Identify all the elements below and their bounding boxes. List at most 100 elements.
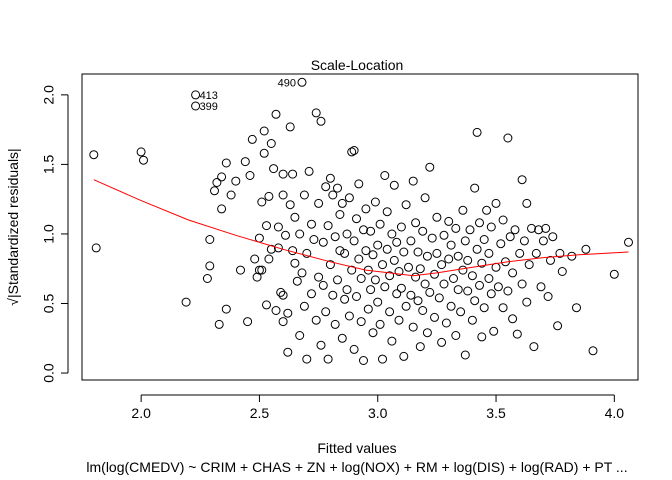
data-point	[281, 230, 290, 240]
x-tick-label: 3.0	[368, 405, 388, 421]
y-tick-label: 0.0	[41, 363, 57, 383]
data-point	[470, 296, 480, 306]
data-point	[290, 212, 300, 222]
data-point	[257, 265, 267, 275]
data-point	[283, 308, 293, 318]
data-point	[427, 233, 437, 243]
data-point	[302, 248, 312, 258]
data-point	[352, 214, 361, 224]
data-point	[318, 280, 328, 290]
data-point	[205, 261, 215, 271]
data-point	[266, 139, 276, 148]
data-point	[451, 223, 461, 233]
data-point	[411, 272, 421, 282]
data-point	[299, 190, 309, 200]
data-point	[418, 306, 428, 315]
data-point	[273, 222, 283, 232]
data-point	[524, 260, 534, 270]
data-point	[89, 150, 99, 160]
data-point	[498, 303, 508, 313]
data-point	[453, 251, 463, 261]
data-point	[567, 251, 577, 261]
data-point	[522, 198, 532, 208]
data-point	[210, 186, 219, 196]
y-tick-label: 2.0	[41, 85, 57, 105]
data-point	[503, 286, 513, 296]
data-point	[508, 268, 518, 278]
data-point	[392, 237, 402, 247]
data-point	[460, 350, 470, 360]
data-point	[529, 342, 539, 352]
data-point	[347, 147, 357, 157]
data-point	[139, 155, 148, 165]
data-point	[425, 162, 435, 172]
data-point	[278, 290, 288, 300]
data-point	[283, 347, 293, 357]
data-point	[380, 282, 390, 292]
data-point	[325, 260, 335, 270]
data-point	[482, 205, 492, 215]
data-point	[262, 300, 271, 310]
data-point	[273, 243, 283, 253]
data-point	[354, 254, 364, 264]
data-point	[276, 287, 286, 297]
data-point	[411, 218, 421, 228]
data-point	[475, 280, 484, 290]
data-point	[477, 258, 487, 268]
data-point	[493, 282, 503, 292]
data-point	[285, 200, 295, 210]
data-point	[527, 223, 536, 233]
data-point	[394, 315, 404, 325]
data-point	[415, 264, 425, 274]
data-point	[413, 247, 423, 257]
x-tick-label: 2.0	[131, 405, 151, 421]
data-point	[373, 297, 383, 307]
data-point	[302, 354, 312, 364]
data-point	[297, 77, 307, 87]
data-point	[531, 248, 541, 258]
data-point	[515, 248, 525, 258]
data-point	[356, 317, 366, 327]
data-point	[508, 314, 518, 324]
x-tick-label: 3.5	[486, 405, 506, 421]
data-point	[245, 171, 255, 180]
data-point	[375, 319, 385, 329]
data-point	[467, 271, 477, 281]
data-point	[321, 182, 331, 192]
data-point	[359, 225, 368, 235]
outlier-label: 399	[200, 101, 218, 113]
data-point	[538, 236, 548, 246]
data-point	[581, 244, 591, 254]
data-point	[458, 265, 468, 275]
data-point	[181, 297, 191, 307]
data-point	[243, 317, 253, 327]
data-point	[387, 229, 397, 239]
data-point	[385, 271, 395, 281]
data-point	[226, 190, 236, 200]
data-point	[344, 311, 354, 321]
data-point	[342, 285, 352, 295]
data-point	[247, 134, 257, 144]
data-point	[451, 331, 461, 340]
data-point	[522, 297, 532, 307]
data-point	[420, 279, 430, 289]
data-point	[335, 210, 345, 219]
data-point	[264, 254, 274, 264]
data-point	[191, 101, 201, 111]
data-point	[307, 219, 316, 229]
data-point	[250, 254, 260, 264]
data-point	[361, 246, 371, 256]
data-point	[387, 336, 397, 346]
data-point	[295, 229, 305, 239]
data-point	[472, 244, 482, 254]
data-point	[517, 175, 527, 185]
data-point	[425, 287, 435, 297]
data-point	[484, 274, 494, 283]
data-point	[543, 292, 553, 301]
data-point	[439, 279, 449, 289]
data-point	[519, 236, 529, 246]
data-point	[333, 183, 342, 193]
data-point	[363, 304, 373, 314]
